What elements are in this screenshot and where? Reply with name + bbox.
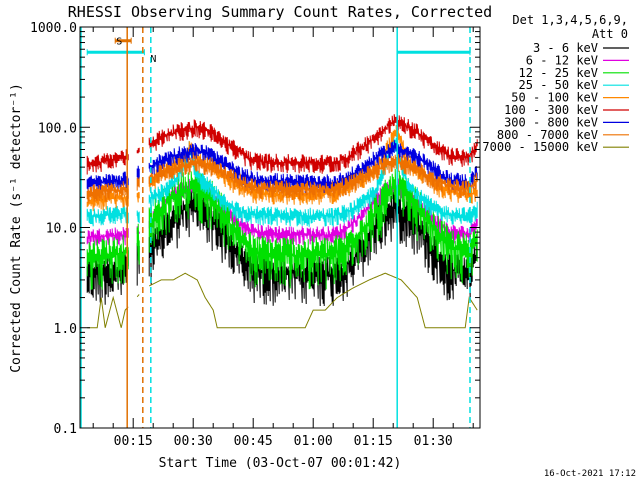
flag-label: N [150,54,156,65]
chart-title: RHESSI Observing Summary Count Rates, Co… [68,3,492,21]
legend-label: 12 - 25 keV [519,66,598,80]
flag-label: S [116,37,122,48]
footer-date: 16-Oct-2021 17:12 [544,469,636,479]
x-axis-label: Start Time (03-Oct-07 00:01:42) [159,456,402,471]
series-layer [86,113,478,329]
legend-label: 50 - 100 keV [511,91,598,105]
y-tick-label: 1.0 [54,322,77,337]
x-tick-label: 00:45 [234,434,273,449]
series-line-9 [87,272,478,329]
axes-layer: 1000.0 100.0 10.0 1.0 0.1 00:15 00:30 00:45 01:0… [30,21,480,449]
y-tick-label: 1000.0 [30,21,77,36]
legend-title: Det 1,3,4,5,6,9, [512,13,628,27]
legend-label: 7000 - 15000 keV [482,140,598,154]
x-tick-label: 01:15 [354,434,393,449]
legend-label: 800 - 7000 keV [497,128,598,142]
series-line-6 [86,113,478,175]
y-tick-label: 100.0 [38,121,77,136]
legend-label: 25 - 50 keV [519,78,598,92]
x-tick-label: 01:30 [414,434,453,449]
y-tick-label: 0.1 [54,422,77,437]
legend-label: 300 - 800 keV [504,115,598,129]
x-tick-label: 00:30 [174,434,213,449]
x-tick-label: 00:15 [114,434,153,449]
legend-label: 100 - 300 keV [504,103,598,117]
series-line-8 [86,153,478,204]
legend-subtitle: Att 0 [592,27,628,41]
legend-label: 6 - 12 keV [526,53,598,67]
x-tick-label: 01:00 [294,434,333,449]
series-line-4 [86,134,478,227]
y-axis-label: Corrected Count Rate (s⁻¹ detector⁻¹) [9,83,24,373]
legend-label: 3 - 6 keV [533,41,598,55]
y-tick-label: 10.0 [46,222,77,237]
flags-layer: SN [86,37,471,65]
